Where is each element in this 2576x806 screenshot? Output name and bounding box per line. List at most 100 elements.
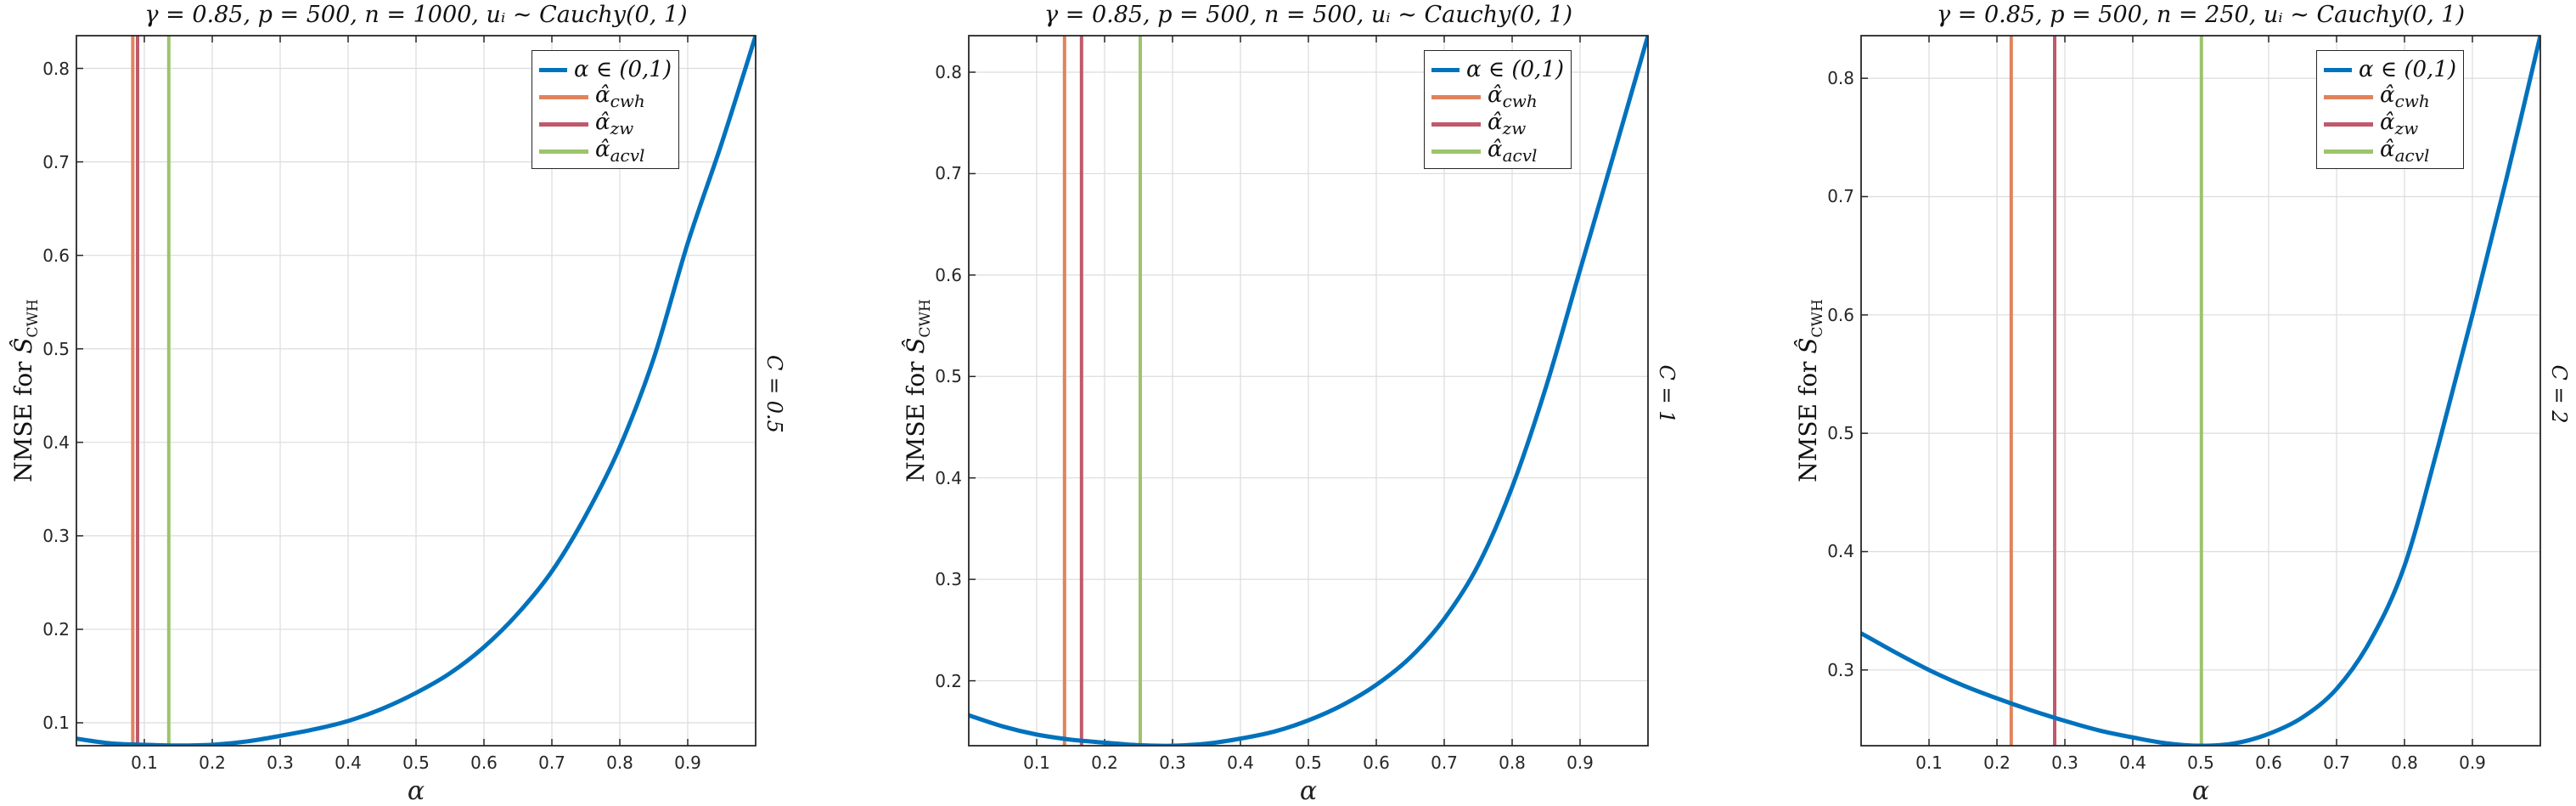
x-tick-label: 0.2 — [1091, 752, 1118, 773]
x-tick-label: 0.6 — [470, 752, 498, 773]
legend-label: α̂cwh — [2380, 82, 2430, 112]
y-tick-label: 0.6 — [1827, 304, 1854, 325]
legend-label: α ∈ (0,1) — [1466, 57, 1564, 82]
x-tick-label: 0.1 — [131, 752, 158, 773]
legend-swatch — [539, 94, 588, 99]
legend-item-acvl: α̂acvl — [1431, 136, 1564, 166]
legend-swatch — [2324, 121, 2373, 127]
legend-item-cwh: α̂cwh — [539, 82, 672, 112]
legend-label: α ∈ (0,1) — [2359, 57, 2456, 82]
panel-title: γ = 0.85, p = 500, n = 1000, uᵢ ~ Cauchy… — [144, 2, 688, 28]
legend-swatch — [539, 67, 568, 72]
legend-swatch — [2324, 67, 2353, 72]
x-tick-label: 0.8 — [2391, 752, 2418, 773]
axes-box — [76, 35, 756, 747]
x-tick-label: 0.6 — [2255, 752, 2282, 773]
x-tick-label: 0.2 — [199, 752, 226, 773]
legend: α ∈ (0,1) α̂cwh α̂zw α̂acvl — [1424, 50, 1572, 169]
legend-label: α̂cwh — [595, 82, 645, 112]
x-tick-label: 0.2 — [1983, 752, 2011, 773]
y-tick-label: 0.7 — [1827, 186, 1854, 207]
y-tick-label: 0.8 — [1827, 68, 1854, 89]
x-tick-label: 0.4 — [1227, 752, 1254, 773]
panel-title: γ = 0.85, p = 500, n = 250, uᵢ ~ Cauchy(… — [1937, 2, 2465, 28]
nmse-curve — [969, 35, 1648, 746]
legend-item-acvl: α̂acvl — [2324, 136, 2456, 166]
x-axis-label: α — [1299, 776, 1318, 806]
legend-swatch — [2324, 94, 2373, 99]
panel-title: γ = 0.85, p = 500, n = 500, uᵢ ~ Cauchy(… — [1044, 2, 1572, 28]
legend: α ∈ (0,1) α̂cwh α̂zw α̂acvl — [2316, 50, 2464, 169]
legend-label: α̂zw — [2380, 109, 2419, 139]
y-tick-label: 0.1 — [42, 713, 70, 734]
y-tick-label: 0.8 — [935, 61, 962, 82]
x-tick-label: 0.4 — [335, 752, 362, 773]
x-tick-label: 0.9 — [674, 752, 701, 773]
nmse-curve — [1861, 35, 2540, 746]
legend: α ∈ (0,1) α̂cwh α̂zw α̂acvl — [532, 50, 679, 169]
x-tick-label: 0.8 — [606, 752, 633, 773]
y-tick-label: 0.4 — [935, 467, 962, 488]
legend-swatch — [1431, 149, 1481, 154]
x-tick-label: 0.8 — [1499, 752, 1526, 773]
x-tick-label: 0.1 — [1915, 752, 1943, 773]
legend-label: α̂zw — [1488, 109, 1527, 139]
axes-box — [1860, 35, 2541, 747]
y-tick-label: 0.6 — [935, 264, 962, 285]
y-tick-label: 0.3 — [935, 569, 962, 590]
axes-box — [968, 35, 1649, 747]
y-tick-label: 0.7 — [42, 151, 70, 172]
y-tick-label: 0.4 — [42, 431, 70, 453]
legend-label: α̂acvl — [2380, 136, 2430, 166]
x-tick-label: 0.7 — [2323, 752, 2350, 773]
legend-label: α̂acvl — [1488, 136, 1538, 166]
y-tick-label: 0.8 — [42, 58, 70, 79]
y-tick-label: 0.6 — [42, 245, 70, 266]
legend-item-cwh: α̂cwh — [1431, 82, 1564, 112]
x-tick-label: 0.5 — [2187, 752, 2214, 773]
x-tick-label: 0.3 — [2051, 752, 2078, 773]
x-tick-label: 0.3 — [267, 752, 294, 773]
legend-label: α̂zw — [595, 109, 634, 139]
x-tick-label: 0.3 — [1159, 752, 1186, 773]
legend-item-zw: α̂zw — [1431, 110, 1564, 138]
y-tick-label: 0.2 — [42, 618, 70, 640]
legend-label: α ∈ (0,1) — [574, 57, 672, 82]
legend-swatch — [1431, 121, 1481, 127]
legend-swatch — [539, 149, 588, 154]
y-tick-label: 0.2 — [935, 670, 962, 691]
y-tick-label: 0.5 — [42, 338, 70, 359]
legend-item-zw: α̂zw — [539, 110, 672, 138]
x-tick-label: 0.9 — [1566, 752, 1594, 773]
x-tick-label: 0.7 — [1431, 752, 1458, 773]
legend-label: α̂cwh — [1488, 82, 1538, 112]
x-tick-label: 0.9 — [2459, 752, 2486, 773]
legend-item-curve: α ∈ (0,1) — [2324, 56, 2456, 83]
y-tick-label: 0.4 — [1827, 541, 1854, 562]
x-tick-label: 0.5 — [402, 752, 430, 773]
x-tick-label: 0.4 — [2119, 752, 2146, 773]
legend-item-acvl: α̂acvl — [539, 136, 672, 166]
legend-item-curve: α ∈ (0,1) — [1431, 56, 1564, 83]
y-tick-label: 0.7 — [935, 163, 962, 184]
legend-swatch — [2324, 149, 2373, 154]
legend-swatch — [1431, 94, 1481, 99]
x-axis-label: α — [2191, 776, 2210, 806]
x-axis-label: α — [407, 776, 425, 806]
y-tick-label: 0.3 — [42, 525, 70, 546]
legend-swatch — [539, 121, 588, 127]
legend-item-zw: α̂zw — [2324, 110, 2456, 138]
x-tick-label: 0.1 — [1023, 752, 1050, 773]
legend-item-curve: α ∈ (0,1) — [539, 56, 672, 83]
legend-label: α̂acvl — [595, 136, 645, 166]
y-tick-label: 0.5 — [1827, 423, 1854, 444]
legend-item-cwh: α̂cwh — [2324, 82, 2456, 112]
x-tick-label: 0.7 — [538, 752, 565, 773]
x-tick-label: 0.5 — [1295, 752, 1322, 773]
